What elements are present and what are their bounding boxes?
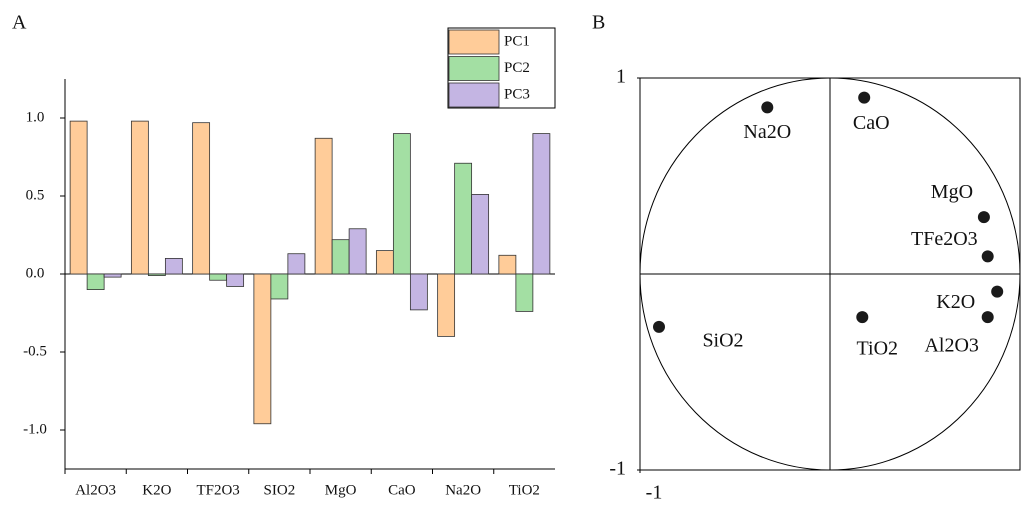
x-tick-label: Na2O	[445, 482, 481, 498]
x-tick-label: MgO	[325, 482, 357, 498]
legend-swatch	[448, 29, 500, 55]
x-tick-label: K2O	[142, 482, 171, 498]
legend-swatch	[448, 82, 500, 108]
x-tick-label: TiO2	[509, 482, 540, 498]
y-tick-label: 1.0	[26, 109, 45, 125]
point-label: CaO	[853, 112, 890, 134]
x-tick-label: TF2O3	[196, 482, 239, 498]
bar	[314, 137, 333, 275]
bar	[130, 120, 149, 275]
bar	[103, 273, 122, 278]
bar	[253, 273, 272, 425]
bar	[69, 120, 88, 275]
point	[991, 285, 1004, 298]
point-label: K2O	[936, 291, 975, 313]
legend-label: PC1	[504, 33, 530, 49]
point-label: TFe2O3	[911, 228, 978, 250]
bar	[147, 273, 166, 276]
x-tick-label: -1	[646, 482, 663, 504]
legend-swatch	[448, 56, 500, 81]
bar	[287, 253, 306, 275]
bar	[348, 228, 367, 275]
legend-label: PC3	[504, 86, 530, 102]
point	[653, 320, 665, 333]
bar	[532, 133, 551, 275]
bar	[375, 250, 394, 275]
y-tick-label: 0.0	[26, 265, 45, 281]
bar	[86, 273, 105, 291]
bar	[226, 273, 245, 287]
y-tick-label: -0.5	[23, 343, 47, 359]
bar	[498, 254, 517, 275]
bar	[471, 194, 490, 275]
bar	[209, 273, 228, 281]
bar	[331, 239, 350, 275]
x-tick-label: SIO2	[264, 482, 296, 498]
y-tick-label: 1	[616, 66, 626, 88]
point-label: MgO	[931, 181, 973, 203]
legend-label: PC2	[504, 60, 530, 76]
point-label: TiO2	[857, 338, 899, 360]
point	[977, 211, 990, 224]
y-tick-label: -1.0	[23, 421, 47, 437]
x-tick-label: Al2O3	[75, 482, 116, 498]
bar	[409, 273, 428, 311]
panel-label: B	[592, 12, 605, 34]
bar	[437, 273, 456, 337]
point	[981, 250, 994, 263]
y-tick-label: 0.5	[26, 187, 45, 203]
bar	[270, 273, 289, 300]
x-tick-label: CaO	[388, 482, 416, 498]
legend-box	[447, 27, 556, 109]
point	[981, 311, 994, 324]
point-label: Na2O	[743, 121, 791, 143]
point	[761, 101, 774, 114]
bar	[392, 133, 411, 275]
bar	[454, 162, 473, 275]
bar	[164, 257, 183, 275]
point	[856, 311, 869, 324]
point-label: SiO2	[702, 330, 743, 352]
panel-label: A	[12, 12, 27, 34]
bar	[192, 122, 211, 275]
point-label: Al2O3	[924, 335, 978, 357]
bar	[515, 273, 534, 312]
y-tick-label: -1	[609, 458, 626, 480]
point	[858, 91, 871, 104]
